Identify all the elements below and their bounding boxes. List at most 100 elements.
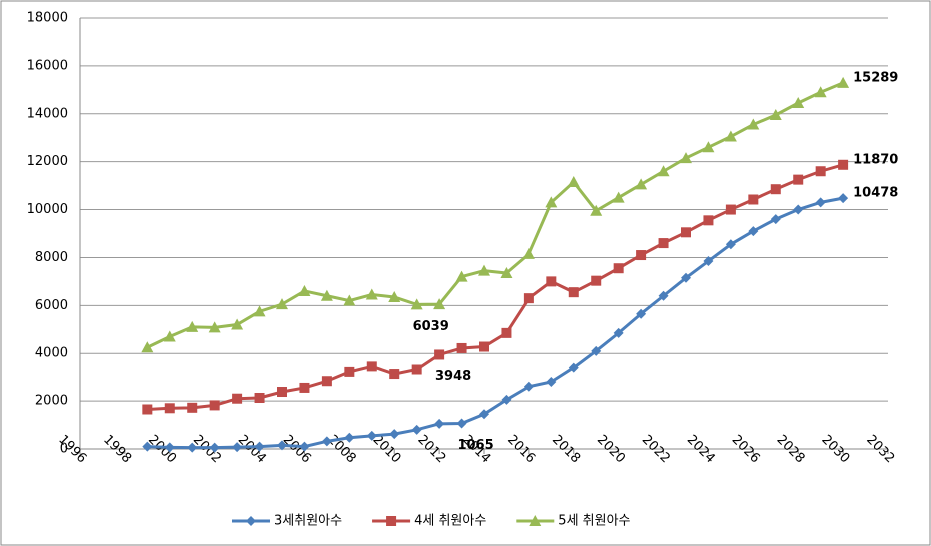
marker [298,284,311,296]
data-label: 1065 [457,438,493,453]
marker [591,345,602,356]
marker [277,440,287,451]
marker [703,215,714,226]
marker [567,176,580,188]
marker [501,394,512,405]
marker [163,330,176,342]
marker [277,387,287,398]
marker [613,327,624,338]
marker [141,341,154,353]
marker [208,321,221,333]
y-tick-label: 10000 [27,202,68,217]
marker [770,184,781,195]
marker [681,272,691,283]
marker [479,341,489,352]
marker [455,270,468,282]
marker [231,318,244,330]
marker [434,349,445,360]
legend-label: 4세 취원아수 [414,514,486,529]
marker [815,166,826,177]
y-tick-label: 12000 [27,154,68,169]
data-label: 6039 [413,319,449,334]
marker [410,298,423,310]
marker [546,276,557,287]
marker [366,361,377,372]
legend-label: 3세취원아수 [274,514,342,529]
marker [389,369,400,380]
marker [164,403,175,414]
marker [500,267,513,279]
marker [748,194,759,205]
marker [793,204,804,215]
marker [187,442,198,453]
marker [299,441,310,452]
marker [769,108,782,120]
marker [456,418,467,429]
marker [456,342,467,353]
marker [142,404,153,415]
marker [209,442,220,453]
marker [232,393,243,404]
marker [365,288,378,300]
marker [837,76,850,88]
marker [590,204,603,216]
marker [681,227,691,238]
data-label: 3948 [435,369,471,384]
marker [411,424,422,435]
marker [725,239,736,250]
marker [344,366,355,377]
marker [187,402,198,413]
marker [389,429,400,440]
marker [546,376,557,387]
marker [770,214,781,225]
marker [725,204,736,215]
marker [501,327,512,338]
marker [209,400,220,411]
marker [343,294,356,306]
marker [657,165,670,177]
marker [748,226,759,237]
marker [321,436,332,447]
marker [702,141,715,153]
marker [344,432,355,443]
marker [658,290,669,301]
marker [680,152,692,164]
marker [299,382,310,393]
marker [478,264,490,276]
marker [523,293,534,304]
marker [529,515,542,526]
marker [636,250,647,261]
marker [591,275,602,286]
marker [433,298,446,310]
marker [523,381,534,392]
marker [747,118,760,130]
y-tick-label: 8000 [35,250,68,265]
marker [254,392,265,403]
marker [612,191,625,203]
marker [411,364,422,375]
marker [479,409,489,420]
marker [253,305,266,317]
marker [838,159,849,170]
marker [793,174,804,185]
y-tick-label: 16000 [27,58,68,73]
marker [164,442,175,453]
data-label: 10478 [853,186,898,201]
marker [246,516,256,526]
legend-label: 5세 취원아수 [558,514,630,529]
data-label: 11870 [853,152,898,167]
marker [613,263,624,274]
marker [522,247,535,259]
marker [320,289,333,301]
y-tick-label: 2000 [35,394,68,409]
y-tick-label: 6000 [35,298,68,313]
y-tick-label: 4000 [35,346,68,361]
marker [815,197,826,208]
marker [321,376,332,387]
marker [254,441,265,452]
marker [386,516,397,526]
marker [814,86,827,98]
marker [545,196,558,208]
